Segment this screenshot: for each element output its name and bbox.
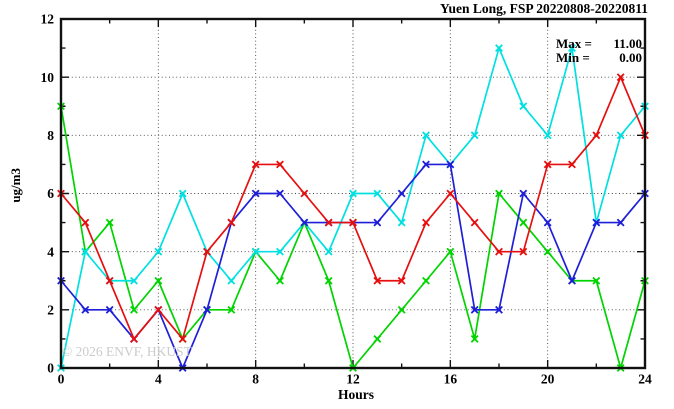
x-axis-label: Hours: [337, 387, 374, 402]
svg-text:16: 16: [444, 372, 458, 387]
stats-min-label: Min =: [556, 50, 590, 65]
stats-max-value: 11.00: [613, 36, 642, 51]
svg-text:4: 4: [155, 372, 162, 387]
svg-text:20: 20: [541, 372, 555, 387]
plot-border: [59, 17, 647, 370]
stats-max-row: Max = 11.00: [556, 37, 642, 51]
svg-text:6: 6: [47, 186, 54, 201]
svg-text:10: 10: [41, 70, 55, 85]
stats-min-value: 0.00: [619, 50, 642, 65]
x-tick-labels: 0 4 8 12 16 20 24: [58, 372, 652, 387]
svg-text:12: 12: [41, 12, 55, 27]
svg-text:8: 8: [252, 372, 259, 387]
stats-min-row: Min = 0.00: [556, 51, 642, 65]
stats-max-label: Max =: [556, 36, 592, 51]
svg-text:24: 24: [638, 372, 652, 387]
svg-text:12: 12: [346, 372, 360, 387]
chart-title: Yuen Long, FSP 20220808-20220811: [439, 1, 648, 16]
series-green: [57, 102, 649, 372]
y-tick-labels: 0 2 4 6 8 10 12: [41, 12, 55, 376]
svg-text:8: 8: [47, 128, 54, 143]
svg-text:0: 0: [58, 372, 65, 387]
y-axis-label: ug/m3: [8, 168, 23, 203]
watermark: © 2026 ENVF, HKUST: [62, 344, 192, 359]
svg-text:0: 0: [47, 361, 54, 376]
svg-text:2: 2: [47, 303, 54, 318]
series-red: [57, 73, 649, 343]
stats-box: Max = 11.00 Min = 0.00: [556, 37, 642, 65]
svg-text:4: 4: [47, 244, 54, 259]
